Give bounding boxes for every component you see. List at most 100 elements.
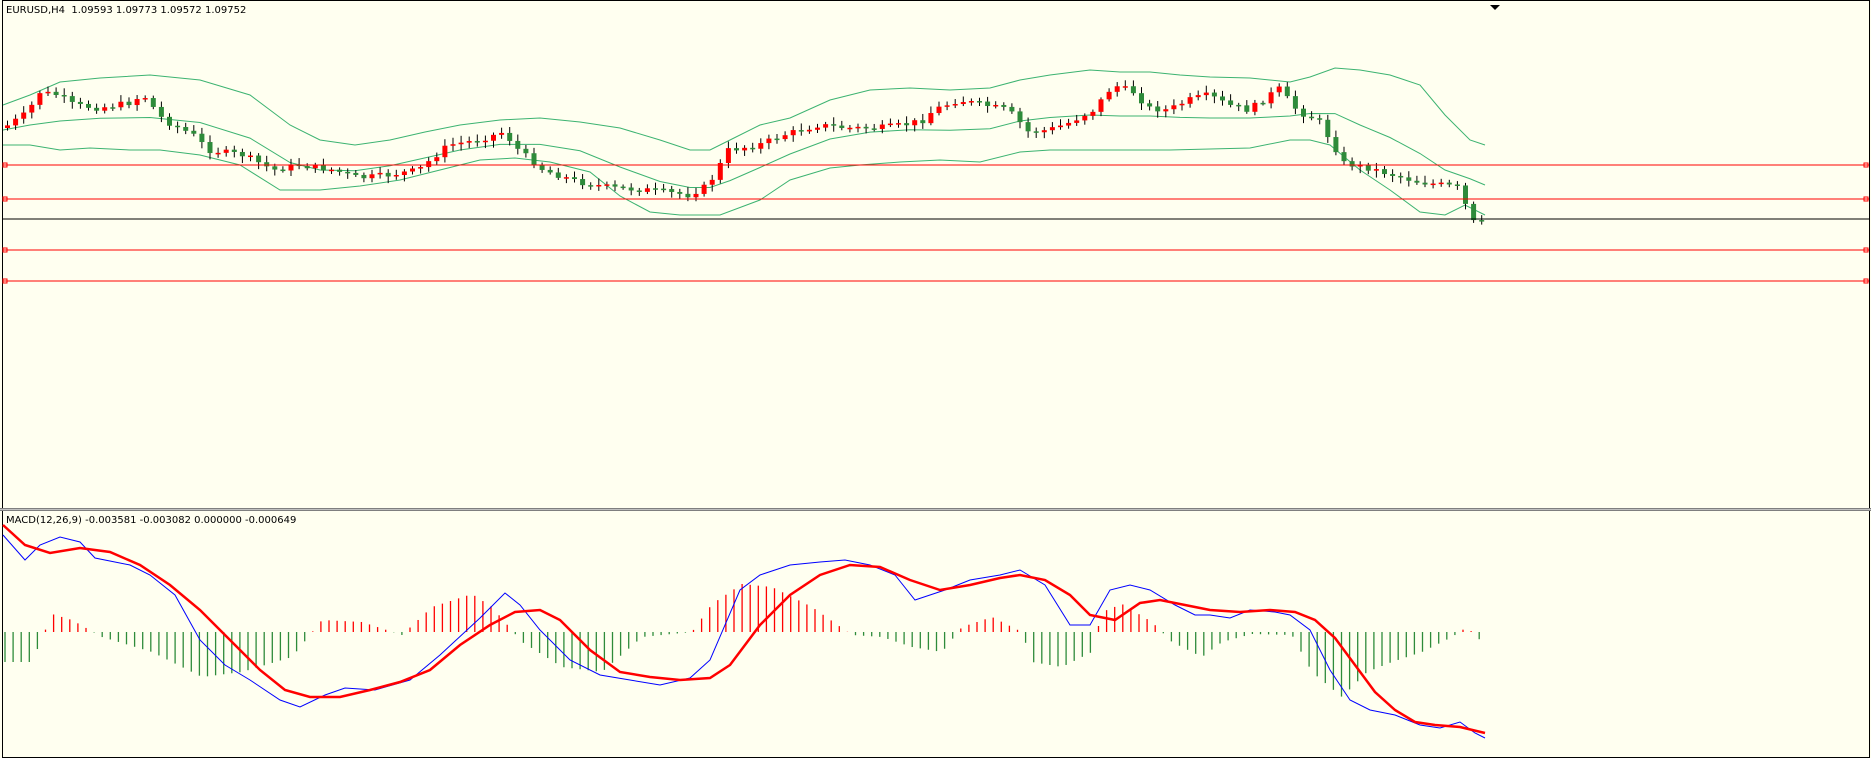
candle-body	[1139, 93, 1144, 104]
candle-body	[385, 172, 391, 177]
candle-body	[896, 123, 901, 125]
candle-body	[628, 187, 634, 191]
candle-body	[69, 96, 75, 102]
candle-body	[709, 179, 715, 185]
candle-body	[207, 142, 213, 154]
candle-body	[1009, 106, 1015, 112]
candle-body	[215, 152, 221, 155]
candle-body	[1252, 102, 1258, 112]
candle-body	[1268, 92, 1274, 104]
horizontal-levels[interactable]	[2, 162, 1869, 284]
candle-body	[183, 127, 189, 131]
candle-body	[604, 184, 610, 186]
candle-body	[1325, 119, 1331, 138]
candle-body	[636, 190, 642, 192]
candle-body	[499, 132, 505, 135]
candle-body	[725, 148, 731, 164]
macd-legend: MACD(12,26,9) -0.003581 -0.003082 0.0000…	[6, 515, 297, 526]
candle-body	[717, 163, 723, 180]
candle-body	[1414, 180, 1420, 183]
candle-body	[1309, 116, 1315, 119]
shift-triangle-icon[interactable]	[1490, 5, 1500, 10]
candle-body	[288, 164, 294, 171]
candle-body	[223, 149, 229, 153]
price-chart-canvas[interactable]	[0, 0, 1871, 508]
candle-body	[126, 101, 132, 106]
candle-body	[596, 184, 602, 187]
candle-body	[831, 124, 837, 126]
candle-body	[474, 141, 480, 143]
candle-body	[13, 118, 19, 126]
candle-body	[887, 123, 893, 126]
candle-body	[758, 143, 764, 149]
bollinger-upper	[2, 67, 1486, 151]
candle-body	[782, 135, 788, 140]
line-handle	[2, 247, 8, 253]
bollinger-lower	[3, 139, 1486, 216]
candle-body	[361, 174, 367, 179]
candle-body	[1341, 152, 1347, 162]
candle-body	[823, 124, 829, 128]
candle-body	[798, 130, 804, 132]
candle-body	[150, 98, 156, 107]
candle-body	[53, 91, 59, 96]
candle-body	[1236, 104, 1242, 107]
candle-body	[434, 157, 440, 162]
macd-main-line	[2, 534, 1486, 739]
candle-body	[37, 93, 43, 105]
line-handle	[1863, 247, 1869, 253]
candle-body	[774, 138, 780, 141]
macd-histogram	[4, 584, 1480, 697]
candle-body	[742, 147, 748, 151]
candle-body	[1106, 91, 1112, 100]
candle-body	[45, 91, 51, 94]
candle-body	[102, 107, 108, 111]
candle-body	[29, 104, 35, 113]
candle-body	[1284, 86, 1290, 97]
line-handle	[1863, 278, 1869, 284]
line-handle	[2, 162, 8, 168]
candle-body	[1349, 161, 1355, 167]
candle-body	[426, 161, 432, 168]
candle-body	[142, 98, 148, 100]
candle-body	[458, 142, 464, 145]
candle-body	[1074, 120, 1080, 123]
candle-body	[1049, 127, 1055, 131]
pane-separator[interactable]	[0, 508, 1871, 511]
line-handle	[1863, 162, 1869, 168]
candle-body	[410, 168, 415, 172]
candle-body	[1001, 104, 1007, 107]
candle-body	[580, 179, 586, 186]
candle-body	[175, 125, 181, 128]
candle-body	[879, 124, 885, 129]
candle-body	[920, 120, 926, 124]
candle-body	[547, 169, 553, 173]
candle-body	[523, 148, 529, 154]
candle-body	[1382, 169, 1387, 175]
candle-body	[1333, 137, 1339, 153]
candle-body	[1398, 175, 1404, 178]
candle-body	[353, 172, 359, 175]
candle-body	[815, 127, 820, 130]
candle-body	[1147, 103, 1153, 107]
candle-body	[1406, 177, 1412, 181]
candle-body	[685, 193, 691, 198]
line-handle	[2, 278, 8, 284]
candle-body	[491, 134, 496, 141]
candle-body	[1479, 220, 1485, 222]
candle-body	[847, 127, 853, 130]
price-chart-pane[interactable]	[2, 0, 1870, 508]
candle-body	[418, 167, 424, 169]
candle-body	[839, 125, 845, 129]
candle-body	[612, 184, 618, 187]
candle-body	[77, 101, 83, 104]
candle-body	[191, 130, 197, 134]
candle-body	[928, 113, 934, 124]
candle-body	[256, 155, 262, 163]
candle-body	[588, 185, 594, 187]
candle-body	[1228, 100, 1234, 105]
candle-body	[1292, 96, 1298, 109]
candle-body	[1058, 125, 1063, 128]
candle-body	[337, 169, 343, 172]
